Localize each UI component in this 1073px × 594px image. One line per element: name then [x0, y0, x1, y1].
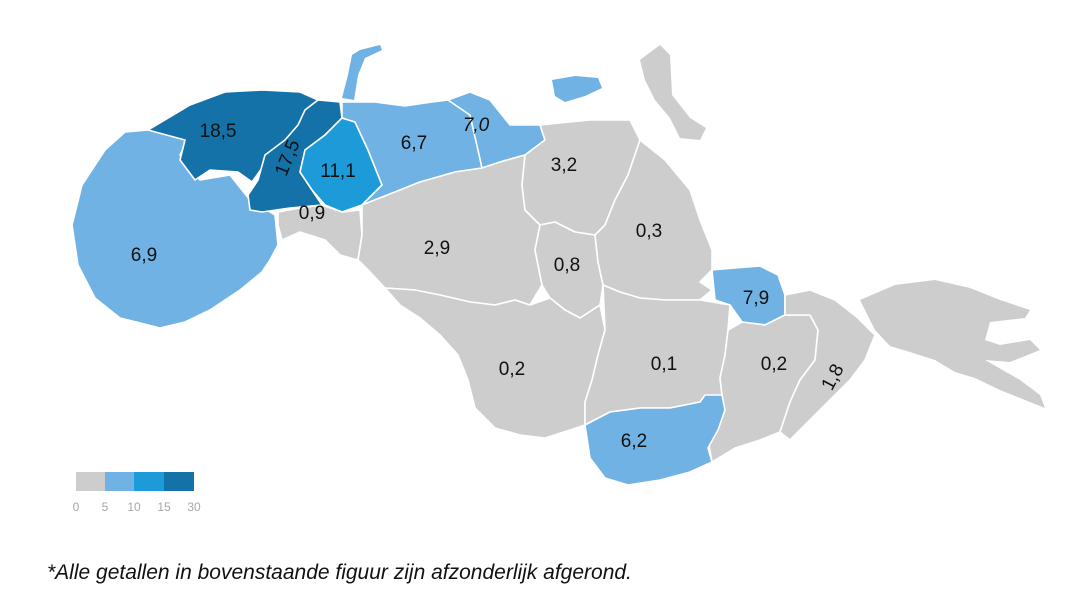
- label-centrum: 11,1: [320, 161, 356, 182]
- label-zuid-centraal: 0,1: [651, 354, 677, 375]
- legend-swatch-10-15: [134, 472, 164, 491]
- legend-swatch-15-30: [164, 472, 194, 491]
- legend-tick-15: 15: [157, 500, 171, 514]
- footnote: *Alle getallen in bovenstaande figuur zi…: [47, 561, 632, 584]
- label-zuidkust: 6,2: [621, 431, 647, 452]
- island-northeast: [640, 45, 706, 140]
- legend-swatch-0-5: [76, 472, 105, 491]
- municipality-choropleth-map: 18,5 17,5 11,1 6,9 6,7 7,0 0,9 2,9 3,2 0…: [71, 45, 1045, 514]
- legend-tick-10: 10: [127, 500, 141, 514]
- outlying-land: [342, 45, 1045, 408]
- label-noord-oost: 6,7: [401, 133, 427, 154]
- label-zuidoost: 0,2: [761, 354, 787, 375]
- harbour-east: [860, 280, 1045, 408]
- label-noordwest: 18,5: [200, 121, 237, 142]
- label-noord-centraal: 3,2: [551, 155, 577, 176]
- color-legend: 0 5 10 15 30: [73, 472, 201, 514]
- label-west-binnen: 2,9: [424, 238, 450, 259]
- label-oost-centraal: 0,3: [636, 221, 662, 242]
- label-oost-wijk: 7,9: [743, 288, 769, 309]
- label-zuidwest: 0,2: [499, 359, 525, 380]
- legend-swatch-5-10: [105, 472, 134, 491]
- regions: [71, 89, 876, 486]
- island-north: [552, 76, 602, 102]
- legend-tick-5: 5: [102, 500, 109, 514]
- region-oostpunt[interactable]: [779, 289, 876, 441]
- legend-tick-30: 30: [187, 500, 201, 514]
- label-havengebied-noord: 7,0: [463, 115, 490, 136]
- label-midden: 0,8: [554, 255, 580, 276]
- pier-north: [342, 45, 382, 100]
- label-kustwijk: 6,9: [131, 245, 157, 266]
- legend-tick-0: 0: [73, 500, 80, 514]
- label-haven-zuid: 0,9: [299, 203, 325, 224]
- region-zuidkust[interactable]: [584, 394, 726, 486]
